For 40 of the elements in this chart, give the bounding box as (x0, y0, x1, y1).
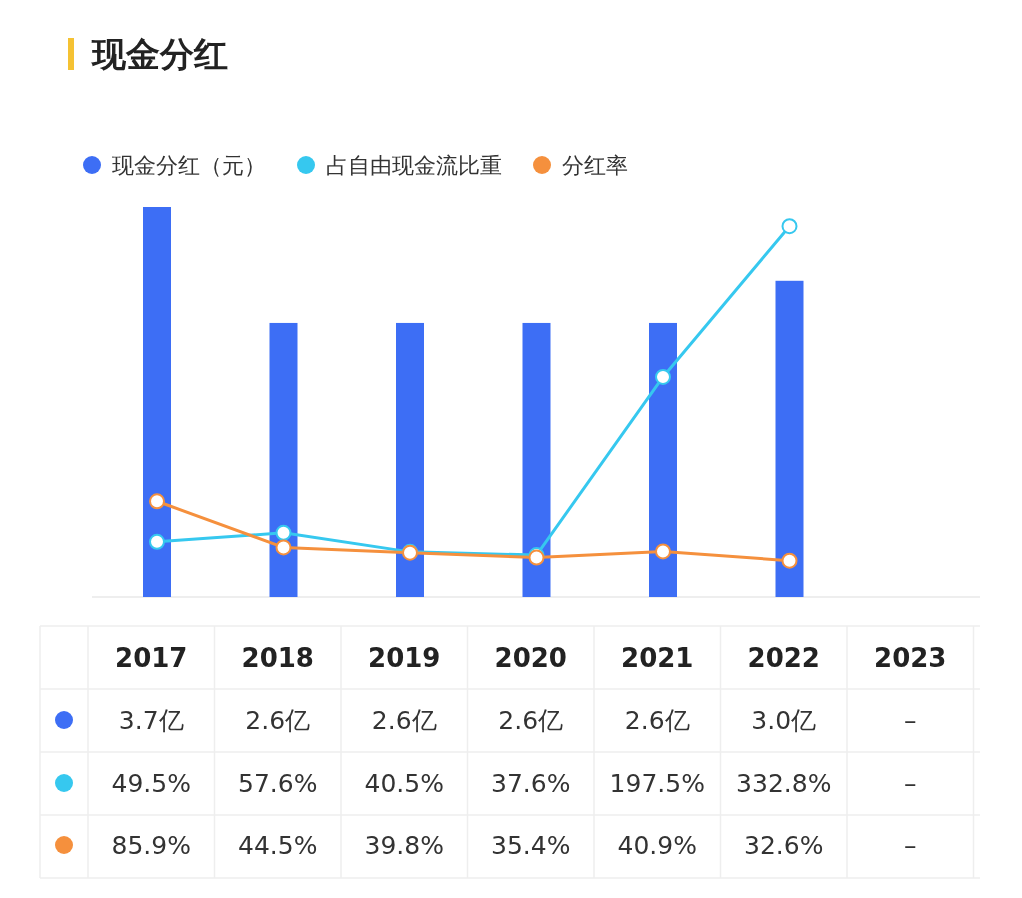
text: – (904, 831, 917, 860)
data-label: 197.5% (609, 769, 705, 798)
point (275, 524, 292, 541)
data-label: 332.8% (736, 769, 832, 798)
x-tick-label: 2017 (115, 643, 188, 673)
point (781, 552, 798, 569)
data-label: 40.9% (617, 831, 697, 860)
point (149, 493, 165, 510)
data-label: 35.4% (491, 831, 571, 860)
data-label: 2.6亿 (245, 706, 311, 735)
data-label: 3.7亿 (118, 706, 184, 735)
data-label: 2.6亿 (498, 706, 564, 735)
legend-label: 占自由现金流比重 (326, 153, 502, 178)
x-tick-label: 2021 (621, 643, 694, 673)
x-tick-label: 2019 (368, 643, 441, 673)
text: – (904, 706, 917, 735)
x-tick-label: 2023 (874, 643, 947, 673)
x-tick-label: 2018 (241, 643, 314, 673)
point (275, 539, 292, 556)
legend-label: 现金分红（元） (112, 153, 266, 178)
data-label: 40.5% (364, 769, 444, 798)
data-label: 2.6亿 (371, 706, 437, 735)
point (149, 533, 165, 550)
point (655, 368, 671, 385)
text: – (904, 769, 917, 798)
legend-label: 分红率 (562, 153, 628, 178)
data-label: 49.5% (111, 769, 191, 798)
x-tick-label: 2020 (494, 643, 567, 673)
point (781, 218, 798, 235)
data-label: 2.6亿 (624, 706, 690, 735)
data-label: 3.0亿 (751, 706, 817, 735)
data-label: 32.6% (744, 831, 824, 860)
data-label: 85.9% (111, 831, 191, 860)
x-tick-label: 2022 (747, 643, 820, 673)
data-label: 44.5% (238, 831, 318, 860)
data-label: 39.8% (364, 831, 444, 860)
data-label: 57.6% (238, 769, 318, 798)
point (655, 543, 671, 560)
chart-title: 现金分红 (90, 34, 228, 74)
data-label: 37.6% (491, 769, 571, 798)
